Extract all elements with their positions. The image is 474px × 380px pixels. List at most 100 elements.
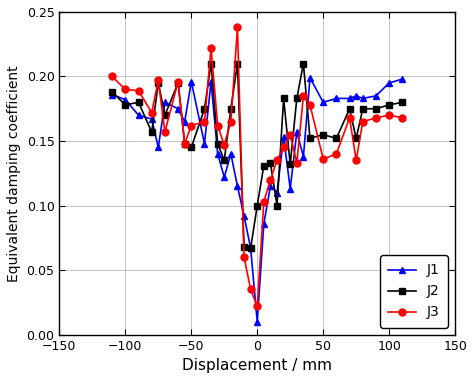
J1 — [373, 93, 379, 98]
J2 — [182, 141, 188, 146]
J1 — [255, 320, 260, 324]
J2 — [294, 96, 300, 101]
J1 — [136, 113, 141, 117]
J2 — [320, 132, 326, 137]
J3 — [334, 152, 339, 156]
J2 — [255, 203, 260, 208]
J2 — [281, 96, 286, 101]
J1 — [221, 175, 227, 179]
J2 — [215, 141, 220, 146]
J1 — [235, 184, 240, 188]
J3 — [221, 142, 227, 147]
J3 — [400, 116, 405, 120]
J3 — [109, 74, 115, 79]
J3 — [162, 130, 168, 134]
J3 — [347, 116, 353, 120]
J3 — [268, 177, 273, 182]
J3 — [301, 93, 306, 98]
J2 — [175, 81, 181, 85]
J2 — [334, 136, 339, 141]
J3 — [201, 119, 207, 124]
J1 — [400, 77, 405, 81]
J1 — [228, 152, 234, 156]
Line: J2: J2 — [109, 60, 406, 252]
Legend: J1, J2, J3: J1, J2, J3 — [380, 255, 448, 328]
J3 — [155, 78, 161, 82]
J1 — [320, 100, 326, 104]
J2 — [189, 145, 194, 150]
J2 — [360, 106, 365, 111]
J3 — [287, 132, 293, 137]
J2 — [221, 158, 227, 163]
J2 — [400, 100, 405, 104]
Y-axis label: Equivalent damping coefficient: Equivalent damping coefficient — [7, 65, 21, 282]
J3 — [281, 145, 286, 150]
J3 — [208, 46, 214, 51]
J3 — [228, 119, 234, 124]
J2 — [347, 106, 353, 111]
J1 — [261, 222, 267, 226]
J3 — [136, 89, 141, 93]
J2 — [373, 106, 379, 111]
J3 — [149, 110, 155, 115]
J3 — [235, 25, 240, 30]
J1 — [301, 154, 306, 159]
J2 — [241, 245, 247, 249]
J1 — [189, 79, 194, 84]
J2 — [261, 163, 267, 168]
J1 — [287, 187, 293, 191]
J3 — [182, 141, 188, 146]
J2 — [155, 81, 161, 85]
J2 — [386, 103, 392, 107]
J3 — [189, 123, 194, 128]
J2 — [235, 61, 240, 66]
J1 — [281, 135, 286, 139]
J3 — [353, 158, 359, 163]
J1 — [294, 130, 300, 134]
J2 — [353, 136, 359, 141]
J2 — [149, 130, 155, 134]
J2 — [109, 90, 115, 94]
J1 — [215, 152, 220, 156]
J3 — [294, 161, 300, 165]
J1 — [248, 246, 254, 250]
J1 — [353, 93, 359, 98]
J3 — [122, 87, 128, 92]
J1 — [162, 100, 168, 104]
J2 — [201, 106, 207, 111]
J3 — [248, 287, 254, 292]
Line: J1: J1 — [109, 74, 406, 325]
J3 — [360, 119, 365, 124]
J3 — [261, 200, 267, 204]
J1 — [386, 81, 392, 85]
J2 — [122, 103, 128, 107]
J1 — [109, 92, 115, 97]
J3 — [215, 123, 220, 128]
J1 — [155, 145, 161, 150]
J2 — [307, 136, 313, 141]
J3 — [373, 116, 379, 120]
J1 — [201, 141, 207, 146]
J1 — [208, 79, 214, 84]
J1 — [347, 96, 353, 101]
J2 — [248, 246, 254, 250]
J1 — [241, 214, 247, 218]
J3 — [274, 158, 280, 163]
J3 — [241, 255, 247, 260]
J2 — [162, 113, 168, 117]
J2 — [136, 100, 141, 104]
J1 — [122, 97, 128, 102]
J2 — [228, 106, 234, 111]
J1 — [268, 184, 273, 188]
J3 — [175, 79, 181, 84]
J1 — [274, 190, 280, 195]
X-axis label: Displacement / mm: Displacement / mm — [182, 358, 332, 373]
J3 — [307, 103, 313, 107]
J1 — [307, 76, 313, 80]
J2 — [268, 161, 273, 165]
J1 — [334, 96, 339, 101]
J1 — [360, 96, 365, 101]
J1 — [182, 119, 188, 124]
J3 — [386, 113, 392, 117]
J2 — [274, 203, 280, 208]
